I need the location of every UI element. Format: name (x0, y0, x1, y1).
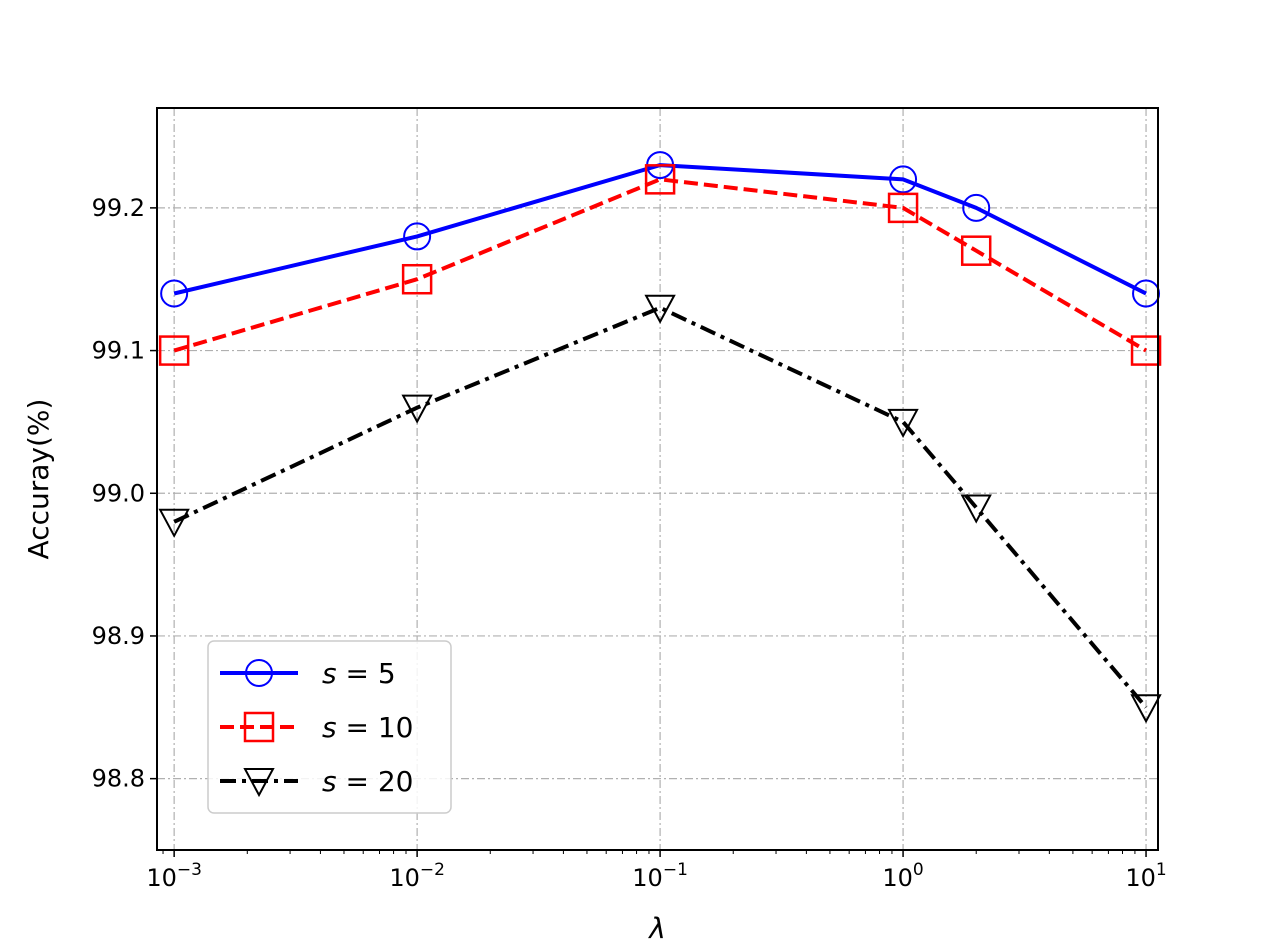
legend-label: s = 20 (322, 765, 413, 798)
marker-square (960, 235, 992, 266)
marker-circle (1132, 279, 1161, 308)
legend-label: s = 5 (322, 657, 396, 690)
legend-entry-1: s = 10 (220, 711, 413, 744)
marker-circle (962, 193, 991, 222)
y-tick-label: 99.2 (92, 194, 145, 222)
marker-triangle-down (1130, 694, 1162, 724)
marker-square (401, 263, 433, 295)
series-line (173, 177, 1148, 353)
marker-square (887, 192, 919, 224)
series-line (173, 305, 1148, 709)
x-tick-label: 10−2 (389, 860, 445, 892)
y-tick-label: 99.1 (92, 337, 145, 365)
x-axis-label: λ (647, 912, 666, 945)
marker-triangle-down (243, 768, 275, 798)
marker-circle (889, 165, 918, 194)
y-axis-label: Accuray(%) (22, 399, 55, 560)
marker-circle (245, 659, 273, 687)
grid (157, 108, 1158, 850)
legend: s = 5 s = 10 s = 20 (207, 640, 452, 814)
marker-square (644, 164, 676, 195)
legend-label: s = 10 (322, 711, 413, 744)
marker-square (243, 711, 275, 743)
y-tick-label: 99.0 (92, 479, 145, 507)
marker-triangle-down (401, 394, 433, 424)
series-2 (158, 294, 1162, 724)
series-1 (158, 164, 1162, 366)
ticks: 10−3 10−2 10−1 100 101 98.8 98.9 99.0 99.1 99.2 (92, 194, 1167, 892)
marker-triangle-down (960, 494, 992, 524)
marker-square (158, 335, 190, 366)
marker-triangle-down (158, 508, 190, 538)
marker-square (1130, 335, 1162, 366)
x-tick-label: 100 (882, 860, 923, 892)
marker-circle (160, 279, 189, 308)
x-tick-label: 10−1 (632, 860, 688, 892)
legend-entry-0: s = 5 (220, 657, 396, 690)
marker-triangle-down (887, 408, 919, 439)
marker-triangle-down (644, 294, 676, 324)
x-tick-label: 101 (1125, 860, 1166, 892)
legend-entry-2: s = 20 (220, 765, 413, 798)
plot-frame (156, 107, 1159, 851)
y-tick-label: 98.8 (92, 765, 145, 793)
marker-circle (403, 222, 432, 251)
series-layer (158, 151, 1162, 724)
y-tick-label: 98.9 (92, 622, 145, 650)
x-tick-label: 10−3 (146, 860, 202, 892)
series-line (173, 163, 1147, 296)
